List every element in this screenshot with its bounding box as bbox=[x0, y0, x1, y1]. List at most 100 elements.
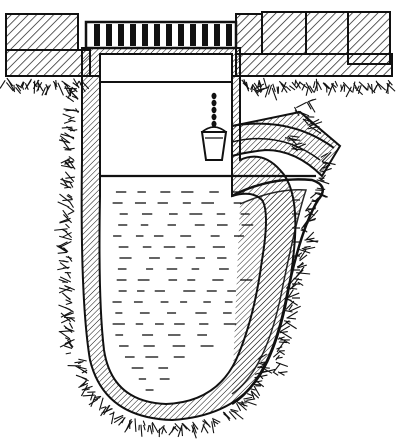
grate-bar bbox=[190, 24, 196, 46]
grate-bar bbox=[94, 24, 100, 46]
soil-stroke bbox=[65, 302, 73, 306]
soil-stroke bbox=[90, 392, 94, 401]
soil-stroke bbox=[94, 395, 102, 398]
soil-stroke bbox=[299, 254, 308, 262]
soil-stroke bbox=[68, 181, 74, 188]
soil-stroke bbox=[65, 256, 72, 259]
soil-stroke bbox=[279, 325, 291, 333]
soil-stroke bbox=[285, 300, 295, 310]
soil-stroke bbox=[275, 354, 280, 361]
soil-stroke bbox=[279, 320, 290, 329]
soil-stroke bbox=[59, 193, 71, 203]
soil-stroke bbox=[62, 199, 73, 202]
soil-stroke bbox=[301, 83, 306, 91]
soil-stroke bbox=[358, 81, 368, 91]
soil-stroke bbox=[203, 418, 211, 428]
inlet-pipe bbox=[231, 110, 342, 178]
soil-stroke bbox=[64, 171, 75, 182]
soil-stroke bbox=[84, 388, 90, 391]
soil-stroke bbox=[307, 98, 314, 103]
soil-stroke bbox=[304, 245, 311, 248]
soil-stroke bbox=[181, 422, 188, 430]
soil-stroke bbox=[67, 206, 75, 212]
chain-link bbox=[211, 99, 217, 107]
soil-stroke bbox=[64, 132, 75, 140]
soil-stroke bbox=[62, 113, 72, 118]
soil-stroke bbox=[147, 425, 150, 433]
soil-stroke bbox=[103, 404, 111, 416]
soil-stroke bbox=[342, 81, 353, 93]
soil-stroke bbox=[60, 164, 74, 169]
soil-stroke bbox=[295, 266, 305, 278]
soil-stroke bbox=[71, 95, 79, 100]
soil-stroke bbox=[272, 371, 279, 376]
soil-stroke bbox=[58, 278, 69, 284]
soil-stroke bbox=[283, 320, 291, 323]
ground-soil bbox=[0, 77, 396, 439]
soil-stroke bbox=[68, 156, 75, 161]
soil-stroke bbox=[81, 385, 93, 391]
soil-stroke bbox=[44, 84, 52, 96]
soil-stroke bbox=[303, 246, 316, 251]
soil-stroke bbox=[243, 396, 253, 400]
soil-stroke bbox=[69, 129, 78, 132]
soil-stroke bbox=[93, 396, 101, 401]
soil-stroke bbox=[64, 339, 75, 345]
soil-stroke bbox=[100, 406, 107, 417]
soil-stroke bbox=[64, 312, 74, 317]
soil-stroke bbox=[295, 81, 301, 89]
soil-stroke bbox=[67, 193, 73, 198]
soil-stroke bbox=[15, 83, 22, 92]
soil-stroke bbox=[59, 219, 70, 224]
soil-stroke bbox=[65, 352, 72, 355]
soil-stroke bbox=[58, 244, 68, 253]
chain-link bbox=[211, 120, 217, 128]
soil-stroke bbox=[250, 390, 255, 400]
soil-stroke bbox=[267, 84, 273, 95]
soil-stroke bbox=[211, 421, 215, 434]
soil-stroke bbox=[255, 87, 265, 92]
soil-stroke bbox=[21, 81, 25, 88]
soil-stroke bbox=[67, 119, 76, 123]
soil-stroke bbox=[277, 336, 285, 340]
soil-stroke bbox=[387, 79, 393, 86]
soil-stroke bbox=[200, 423, 205, 433]
soil-stroke bbox=[296, 263, 304, 268]
soil-stroke bbox=[371, 83, 373, 94]
soil-stroke bbox=[59, 235, 72, 241]
soil-stroke bbox=[263, 77, 268, 89]
soil-stroke bbox=[271, 87, 278, 101]
soil-stroke bbox=[70, 317, 76, 322]
bucket-on-chain bbox=[200, 92, 228, 161]
chain-link bbox=[211, 106, 217, 114]
soil-stroke bbox=[334, 80, 339, 87]
soil-stroke bbox=[306, 231, 315, 240]
soil-stroke bbox=[82, 379, 88, 387]
soil-stroke bbox=[74, 361, 82, 364]
soil-stroke bbox=[53, 82, 57, 90]
soil-stroke bbox=[90, 395, 97, 407]
soil-stroke bbox=[289, 305, 301, 312]
soil-stroke bbox=[252, 83, 265, 91]
soil-stroke bbox=[59, 276, 72, 283]
soil-stroke bbox=[75, 108, 79, 114]
soil-stroke bbox=[61, 80, 71, 88]
soil-stroke bbox=[65, 95, 75, 103]
soil-stroke bbox=[246, 398, 256, 401]
soil-stroke bbox=[288, 304, 293, 311]
soil-stroke bbox=[57, 251, 68, 254]
soil-stroke bbox=[297, 264, 307, 269]
soil-stroke bbox=[134, 418, 137, 432]
soil-stroke bbox=[149, 425, 153, 435]
soil-stroke bbox=[357, 84, 362, 95]
grate-bar bbox=[214, 24, 220, 46]
soil-stroke bbox=[376, 81, 387, 91]
soil-stroke bbox=[281, 81, 287, 93]
soil-stroke bbox=[243, 79, 249, 91]
soil-stroke bbox=[253, 89, 260, 97]
soil-stroke bbox=[355, 85, 360, 92]
soil-stroke bbox=[228, 411, 237, 420]
soil-stroke bbox=[109, 412, 115, 416]
